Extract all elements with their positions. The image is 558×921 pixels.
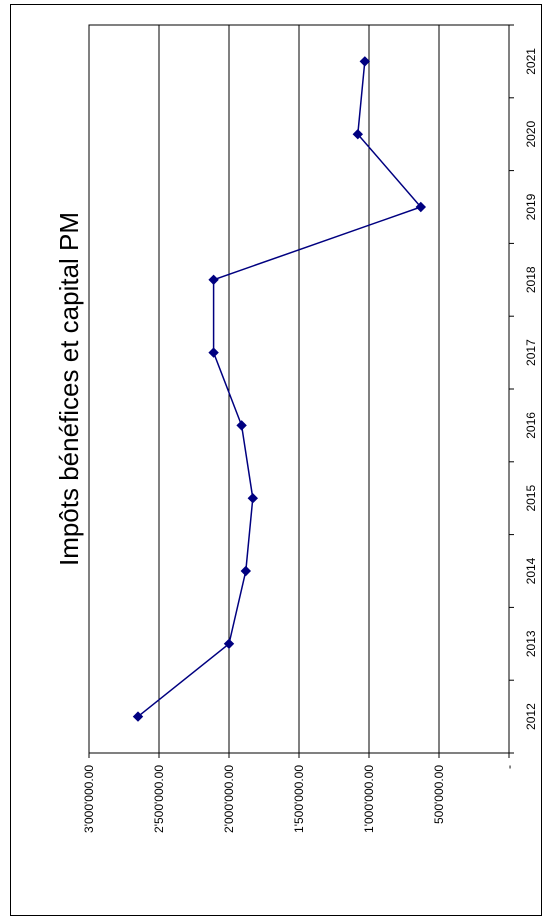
data-point-marker <box>359 56 371 67</box>
data-point-marker <box>208 347 219 358</box>
data-point-marker <box>132 711 144 722</box>
category-tick-label: 2017 <box>524 339 538 366</box>
data-point-marker <box>352 128 364 140</box>
category-tick-label: 2012 <box>524 703 538 730</box>
value-tick-label: 1'000'000.00 <box>362 765 376 833</box>
value-axis-ticks: - 500'000.00 1'000'000.00 1'500'000.00 2'000… <box>82 753 516 833</box>
series-line <box>137 61 423 718</box>
value-tick-label: 3'000'000.00 <box>82 765 96 833</box>
category-axis-ticks: 2012 2013 2014 2015 2016 2017 2018 2019 2020 2021 <box>509 24 538 754</box>
category-tick-label: 2015 <box>524 485 538 512</box>
data-point-marker <box>240 565 252 577</box>
data-point-marker <box>236 420 247 431</box>
category-tick-label: 2014 <box>524 557 538 584</box>
category-tick-label: 2019 <box>524 193 538 220</box>
series-group <box>132 56 427 722</box>
category-tick-label: 2021 <box>524 48 538 75</box>
category-tick-label: 2013 <box>524 630 538 657</box>
category-tick-label: 2018 <box>524 266 538 293</box>
value-tick-label: - <box>502 765 516 769</box>
value-tick-label: 2'500'000.00 <box>152 765 166 833</box>
data-point-marker <box>415 201 427 213</box>
value-tick-label: 500'000.00 <box>432 765 446 824</box>
chart-title: Impôts bénéfices et capital PM <box>54 212 84 566</box>
data-point-marker <box>223 638 235 650</box>
value-tick-label: 1'500'000.00 <box>292 765 306 833</box>
data-point-marker <box>247 492 259 504</box>
category-tick-label: 2020 <box>524 121 538 148</box>
category-tick-label: 2016 <box>524 412 538 439</box>
data-point-marker <box>208 274 219 286</box>
value-tick-label: 2'000'000.00 <box>222 765 236 833</box>
